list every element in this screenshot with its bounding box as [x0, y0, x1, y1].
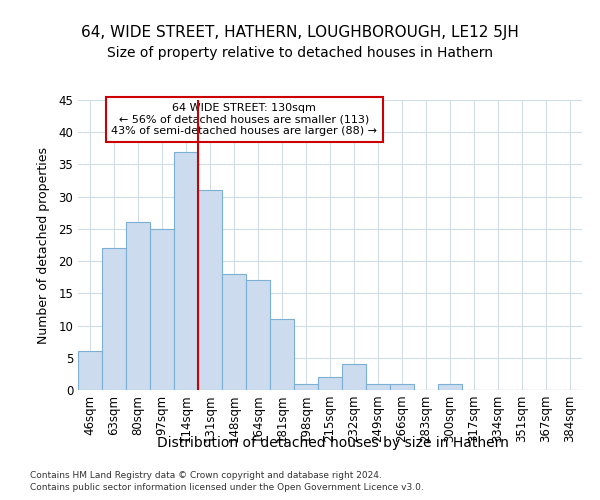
Bar — [318, 377, 342, 390]
Text: Contains HM Land Registry data © Crown copyright and database right 2024.: Contains HM Land Registry data © Crown c… — [30, 472, 382, 480]
Bar — [198, 190, 222, 390]
Bar — [78, 352, 102, 390]
Bar — [270, 319, 294, 390]
Text: Size of property relative to detached houses in Hathern: Size of property relative to detached ho… — [107, 46, 493, 60]
Bar — [438, 384, 462, 390]
Bar — [342, 364, 366, 390]
Text: 64 WIDE STREET: 130sqm
← 56% of detached houses are smaller (113)
43% of semi-de: 64 WIDE STREET: 130sqm ← 56% of detached… — [112, 103, 377, 136]
Text: Distribution of detached houses by size in Hathern: Distribution of detached houses by size … — [157, 436, 509, 450]
Bar — [222, 274, 246, 390]
Y-axis label: Number of detached properties: Number of detached properties — [37, 146, 50, 344]
Bar — [126, 222, 150, 390]
Bar — [174, 152, 198, 390]
Text: 64, WIDE STREET, HATHERN, LOUGHBOROUGH, LE12 5JH: 64, WIDE STREET, HATHERN, LOUGHBOROUGH, … — [81, 25, 519, 40]
Bar — [150, 229, 174, 390]
Bar — [102, 248, 126, 390]
Bar — [246, 280, 270, 390]
Bar — [366, 384, 390, 390]
Bar — [390, 384, 414, 390]
Text: Contains public sector information licensed under the Open Government Licence v3: Contains public sector information licen… — [30, 484, 424, 492]
Bar — [294, 384, 318, 390]
